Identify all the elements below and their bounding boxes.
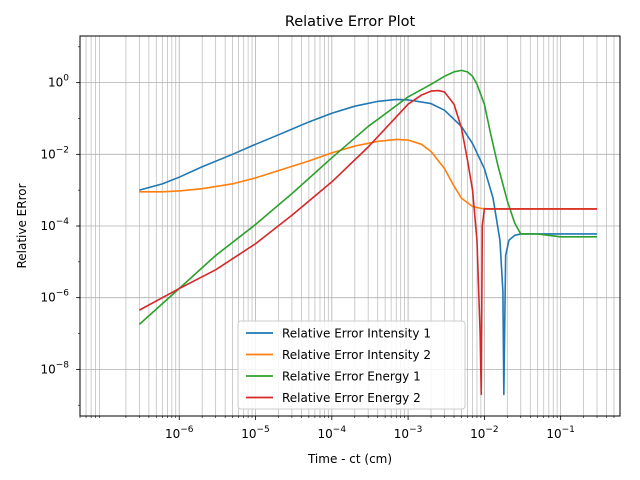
series-line-3	[138, 69, 598, 325]
chart-title: Relative Error Plot	[285, 14, 416, 30]
series-line-4	[138, 89, 598, 396]
y-tick-label: 10−6	[40, 289, 69, 305]
legend: Relative Error Intensity 1 Relative Error…	[237, 320, 466, 410]
y-tick-label: 100	[48, 74, 69, 90]
series-line-1	[139, 98, 598, 396]
x-tick-label: 10−3	[394, 425, 423, 441]
x-tick-label: 10−2	[470, 425, 499, 441]
legend-label: Relative Error Energy 1	[282, 370, 421, 384]
legend-box	[237, 320, 466, 410]
x-tick-label: 10−4	[318, 425, 347, 441]
legend-label: Relative Error Energy 2	[282, 391, 421, 405]
x-axis-label: Time - ct (cm)	[307, 452, 392, 466]
x-tick-label: 10−5	[241, 425, 270, 441]
y-axis-label: Relative ERror	[15, 183, 29, 268]
y-tick-label: 10−8	[40, 360, 69, 376]
legend-label: Relative Error Intensity 2	[282, 348, 431, 362]
x-tick-label: 10−1	[546, 425, 575, 441]
y-tick-label: 10−4	[40, 217, 69, 233]
legend-label: Relative Error Intensity 1	[282, 327, 431, 341]
ticks: 10−6 10−5 10−4 10−3 10−2 10−1 10−8 10−6 10−4 10−2…	[40, 46, 615, 441]
x-tick-label: 10−6	[165, 425, 194, 441]
y-tick-label: 10−2	[40, 145, 69, 161]
series-lines	[138, 69, 598, 396]
